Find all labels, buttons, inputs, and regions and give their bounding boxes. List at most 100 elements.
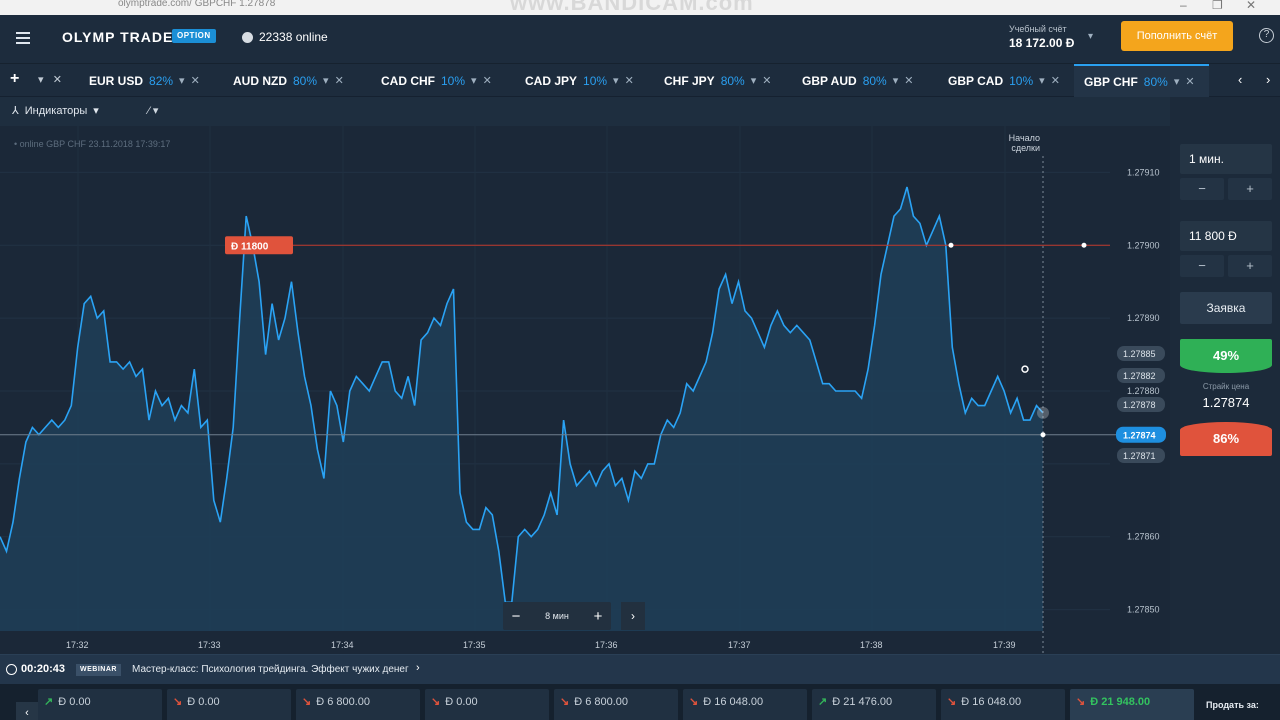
chevron-down-icon[interactable]: ▾	[1039, 75, 1045, 87]
x-tick-label: 17:32	[66, 640, 89, 650]
asset-tab-payout: 80%	[1143, 74, 1168, 89]
close-tab-icon[interactable]: ✕	[904, 75, 914, 87]
price-chart[interactable]: 1.27910 1.27900 1.27890 1.27880 1.27860 1.278…	[0, 126, 1170, 654]
deal-card[interactable]: ↘ Đ 0.00	[425, 689, 549, 720]
close-tab-icon[interactable]: ✕	[334, 75, 344, 87]
trade-level-end-marker	[1081, 242, 1087, 248]
deal-amount: ↘ Đ 6 800.00	[560, 695, 628, 709]
close-tab-icon[interactable]: ✕	[190, 75, 200, 87]
minimize-icon[interactable]: –	[1180, 0, 1187, 12]
time-field[interactable]: 1 мин.	[1180, 144, 1272, 174]
time-plus-button[interactable]: +	[1228, 178, 1272, 200]
deal-amount-value: Đ 0.00	[187, 695, 220, 708]
asset-tab[interactable]: AUD NZD 80% ▾ ✕	[233, 64, 344, 97]
y-tick-label: 1.27850	[1127, 605, 1160, 615]
asset-tab-name: CAD CHF	[381, 73, 435, 88]
maximize-icon[interactable]: ❐	[1212, 0, 1223, 12]
browser-bar: olymptrade.com/ GBPCHF 1.27878 www.BANDI…	[0, 0, 1280, 15]
asset-tab[interactable]: GBP CHF 80% ▾ ✕	[1074, 64, 1209, 97]
browser-url[interactable]: olymptrade.com/ GBPCHF 1.27878	[118, 0, 276, 9]
close-tab-icon[interactable]: ✕	[1185, 76, 1195, 88]
time-minus-button[interactable]: −	[1180, 178, 1224, 200]
webinar-title[interactable]: Мастер-класс: Психология трейдинга. Эффе…	[132, 664, 409, 675]
deals-prev-button[interactable]: ‹	[16, 702, 38, 720]
chevron-down-icon[interactable]: ▾	[1173, 76, 1180, 88]
y-tick-label: 1.27900	[1127, 240, 1160, 250]
deal-card[interactable]: ↗ Đ 0.00	[38, 689, 162, 720]
chevron-down-icon[interactable]: ▾	[613, 75, 619, 87]
menu-icon[interactable]	[16, 32, 30, 44]
arrow-down-icon: ↘	[560, 696, 570, 708]
deal-amount: ↗ Đ 21 476.00	[818, 695, 892, 709]
chevron-down-icon[interactable]: ▾	[1088, 31, 1094, 42]
chart-toolbar: ⅄ Индикаторы ▾ ⁄ ▾	[0, 97, 1170, 126]
deposit-button[interactable]: Пополнить счёт	[1121, 21, 1233, 51]
amount-plus-button[interactable]: +	[1228, 255, 1272, 277]
asset-tab[interactable]: GBP CAD 10% ▾ ✕	[948, 64, 1060, 97]
deal-card[interactable]: ↘ Đ 6 800.00	[296, 689, 420, 720]
account-switcher[interactable]: Учебный счёт 18 172.00 Ð	[1009, 24, 1074, 50]
deal-start-label: Начало сделки	[1008, 133, 1040, 153]
indicators-button[interactable]: ⅄ Индикаторы ▾	[12, 104, 99, 118]
asset-tab[interactable]: CHF JPY 80% ▾ ✕	[664, 64, 771, 97]
up-button[interactable]: 49%	[1180, 339, 1272, 373]
help-icon[interactable]: ?	[1259, 28, 1274, 43]
amount-field[interactable]: 11 800 Đ	[1180, 221, 1272, 251]
asset-tab[interactable]: EUR USD 82% ▾ ✕	[89, 64, 200, 97]
chart-info-text: online GBP CHF 23.11.2018 17:39:17	[19, 139, 171, 149]
deal-card[interactable]: ↗ Đ 21 476.00	[812, 689, 936, 720]
close-tab-icon[interactable]: ✕	[1050, 75, 1060, 87]
logo[interactable]: OLYMP TRADE	[62, 29, 174, 45]
chevron-down-icon[interactable]: ▾	[323, 75, 329, 87]
deal-card[interactable]: ↘ Đ 21 948.00	[1070, 689, 1194, 720]
deal-card[interactable]: ↘ Đ 16 048.00	[683, 689, 807, 720]
tabs-next-button[interactable]: ›	[1266, 72, 1271, 87]
trade-level-marker	[948, 242, 954, 248]
chevron-down-icon[interactable]: ▾	[892, 75, 899, 87]
close-window-icon[interactable]: ✕	[1246, 0, 1257, 12]
chevron-right-icon[interactable]: ›	[416, 662, 420, 674]
asset-tab[interactable]: CAD CHF 10% ▾ ✕	[381, 64, 492, 97]
account-label: Учебный счёт	[1009, 24, 1067, 34]
deal-card[interactable]: ↘ Đ 0.00	[167, 689, 291, 720]
strike-label: Страйк цена	[1202, 382, 1250, 391]
asset-tab-payout: 10%	[583, 73, 608, 88]
asset-tab[interactable]: CAD JPY 10% ▾ ✕	[525, 64, 634, 97]
deal-card[interactable]: ↘ Đ 16 048.00	[941, 689, 1065, 720]
y-tick-label: 1.27910	[1127, 167, 1160, 177]
side-price-tag	[1117, 368, 1165, 383]
asset-tab-name: GBP AUD	[802, 73, 857, 88]
zoom-out-button[interactable]: −	[511, 607, 521, 625]
asset-tab[interactable]: GBP AUD 80% ▾ ✕	[802, 64, 913, 97]
order-button[interactable]: Заявка	[1180, 292, 1272, 324]
add-tab-button[interactable]: +	[10, 70, 20, 87]
deal-amount: ↘ Đ 16 048.00	[947, 695, 1021, 709]
close-tab-icon[interactable]: ✕	[482, 75, 492, 87]
deal-amount: ↘ Đ 21 948.00	[1076, 695, 1150, 709]
logo-badge: OPTION	[172, 29, 216, 43]
deal-amount-value: Đ 16 048.00	[703, 695, 764, 708]
amount-minus-button[interactable]: −	[1180, 255, 1224, 277]
arrow-down-icon: ↘	[689, 696, 699, 708]
chart-type-button[interactable]: ⁄ ▾	[148, 105, 159, 117]
chart-info: • online GBP CHF 23.11.2018 17:39:17	[14, 139, 171, 149]
chevron-down-icon[interactable]: ▾	[750, 75, 757, 87]
chevron-down-icon[interactable]: ▾	[179, 75, 185, 87]
deal-amount: ↗ Đ 0.00	[44, 695, 91, 709]
deal-card[interactable]: ↘ Đ 6 800.00	[554, 689, 678, 720]
down-button[interactable]: 86%	[1180, 422, 1272, 456]
webinar-bar[interactable]: 00:20:43 WEBINAR Мастер-класс: Психологи…	[0, 654, 1280, 684]
asset-tab-name: CAD JPY	[525, 73, 578, 88]
y-tick-label: 1.27890	[1127, 313, 1160, 323]
first-tab-controls[interactable]: ▾ ✕	[38, 74, 62, 86]
chevron-down-icon[interactable]: ▾	[471, 75, 477, 87]
side-price-tag	[1117, 448, 1165, 463]
x-tick-label: 17:39	[993, 640, 1016, 650]
zoom-in-button[interactable]: +	[593, 607, 603, 625]
current-price-marker	[1040, 432, 1046, 438]
close-tab-icon[interactable]: ✕	[624, 75, 634, 87]
close-tab-icon[interactable]: ✕	[762, 75, 772, 87]
tabs-prev-button[interactable]: ‹	[1238, 72, 1243, 87]
zoom-next-button[interactable]: ›	[621, 602, 645, 630]
account-balance: 18 172.00 Ð	[1009, 36, 1075, 50]
